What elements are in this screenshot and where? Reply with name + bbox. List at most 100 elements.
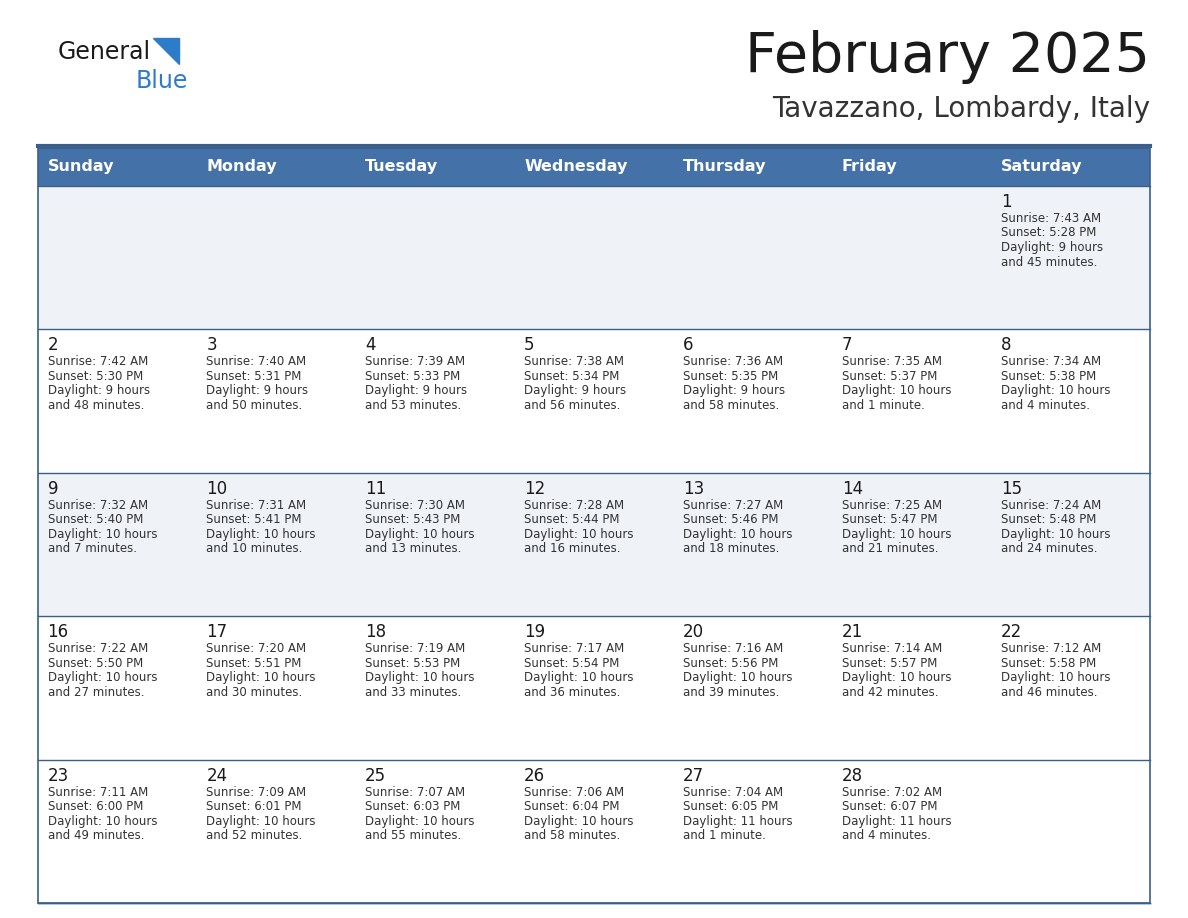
Text: 12: 12 bbox=[524, 480, 545, 498]
Text: Sunrise: 7:02 AM: Sunrise: 7:02 AM bbox=[842, 786, 942, 799]
Text: Sunset: 5:57 PM: Sunset: 5:57 PM bbox=[842, 656, 937, 670]
Text: Sunrise: 7:20 AM: Sunrise: 7:20 AM bbox=[207, 643, 307, 655]
Text: 23: 23 bbox=[48, 767, 69, 785]
Text: and 56 minutes.: and 56 minutes. bbox=[524, 399, 620, 412]
Text: Daylight: 10 hours: Daylight: 10 hours bbox=[524, 671, 633, 684]
Text: Sunrise: 7:19 AM: Sunrise: 7:19 AM bbox=[365, 643, 466, 655]
Text: and 48 minutes.: and 48 minutes. bbox=[48, 399, 144, 412]
Text: Daylight: 10 hours: Daylight: 10 hours bbox=[842, 671, 952, 684]
Text: 16: 16 bbox=[48, 623, 69, 641]
Text: Sunrise: 7:40 AM: Sunrise: 7:40 AM bbox=[207, 355, 307, 368]
Text: 8: 8 bbox=[1000, 336, 1011, 354]
Text: Sunrise: 7:16 AM: Sunrise: 7:16 AM bbox=[683, 643, 783, 655]
Text: Sunrise: 7:32 AM: Sunrise: 7:32 AM bbox=[48, 498, 147, 512]
Text: Blue: Blue bbox=[135, 69, 189, 93]
Text: and 24 minutes.: and 24 minutes. bbox=[1000, 543, 1098, 555]
Text: Daylight: 10 hours: Daylight: 10 hours bbox=[524, 528, 633, 541]
Bar bbox=[38, 186, 1150, 330]
Bar bbox=[38, 616, 1150, 759]
Text: Sunset: 5:46 PM: Sunset: 5:46 PM bbox=[683, 513, 778, 526]
Text: Sunset: 5:31 PM: Sunset: 5:31 PM bbox=[207, 370, 302, 383]
Text: and 58 minutes.: and 58 minutes. bbox=[683, 399, 779, 412]
Bar bbox=[833, 148, 991, 186]
Text: Sunset: 5:38 PM: Sunset: 5:38 PM bbox=[1000, 370, 1095, 383]
Text: and 13 minutes.: and 13 minutes. bbox=[365, 543, 462, 555]
Text: 4: 4 bbox=[365, 336, 375, 354]
Text: Daylight: 10 hours: Daylight: 10 hours bbox=[48, 671, 157, 684]
Text: and 55 minutes.: and 55 minutes. bbox=[365, 829, 461, 842]
Text: Daylight: 10 hours: Daylight: 10 hours bbox=[842, 385, 952, 397]
Text: Sunrise: 7:28 AM: Sunrise: 7:28 AM bbox=[524, 498, 624, 512]
Text: Sunset: 5:50 PM: Sunset: 5:50 PM bbox=[48, 656, 143, 670]
Text: Daylight: 9 hours: Daylight: 9 hours bbox=[683, 385, 785, 397]
Text: 24: 24 bbox=[207, 767, 228, 785]
Text: 1: 1 bbox=[1000, 193, 1011, 211]
Text: 11: 11 bbox=[365, 480, 386, 498]
Text: February 2025: February 2025 bbox=[745, 30, 1150, 84]
Text: Daylight: 10 hours: Daylight: 10 hours bbox=[48, 528, 157, 541]
Text: Sunrise: 7:42 AM: Sunrise: 7:42 AM bbox=[48, 355, 147, 368]
Text: Sunrise: 7:35 AM: Sunrise: 7:35 AM bbox=[842, 355, 942, 368]
Text: Tuesday: Tuesday bbox=[365, 160, 438, 174]
Text: and 39 minutes.: and 39 minutes. bbox=[683, 686, 779, 699]
Text: Sunrise: 7:12 AM: Sunrise: 7:12 AM bbox=[1000, 643, 1101, 655]
Text: Daylight: 11 hours: Daylight: 11 hours bbox=[683, 814, 792, 828]
Text: Sunset: 6:00 PM: Sunset: 6:00 PM bbox=[48, 800, 143, 813]
Text: Sunset: 6:07 PM: Sunset: 6:07 PM bbox=[842, 800, 937, 813]
Text: 20: 20 bbox=[683, 623, 704, 641]
Text: Sunrise: 7:31 AM: Sunrise: 7:31 AM bbox=[207, 498, 307, 512]
Text: Daylight: 10 hours: Daylight: 10 hours bbox=[207, 528, 316, 541]
Text: Sunrise: 7:30 AM: Sunrise: 7:30 AM bbox=[365, 498, 466, 512]
Text: Sunrise: 7:27 AM: Sunrise: 7:27 AM bbox=[683, 498, 783, 512]
Text: Sunset: 5:28 PM: Sunset: 5:28 PM bbox=[1000, 227, 1097, 240]
Text: Daylight: 10 hours: Daylight: 10 hours bbox=[683, 671, 792, 684]
Text: and 30 minutes.: and 30 minutes. bbox=[207, 686, 303, 699]
Text: Sunset: 6:01 PM: Sunset: 6:01 PM bbox=[207, 800, 302, 813]
Text: Sunset: 5:43 PM: Sunset: 5:43 PM bbox=[365, 513, 461, 526]
Text: 14: 14 bbox=[842, 480, 862, 498]
Text: and 21 minutes.: and 21 minutes. bbox=[842, 543, 939, 555]
Text: Sunrise: 7:17 AM: Sunrise: 7:17 AM bbox=[524, 643, 625, 655]
Text: and 18 minutes.: and 18 minutes. bbox=[683, 543, 779, 555]
Text: 13: 13 bbox=[683, 480, 704, 498]
Text: Daylight: 10 hours: Daylight: 10 hours bbox=[1000, 671, 1110, 684]
Text: Sunrise: 7:36 AM: Sunrise: 7:36 AM bbox=[683, 355, 783, 368]
Text: and 46 minutes.: and 46 minutes. bbox=[1000, 686, 1098, 699]
Text: Daylight: 10 hours: Daylight: 10 hours bbox=[1000, 385, 1110, 397]
Text: Daylight: 10 hours: Daylight: 10 hours bbox=[365, 528, 475, 541]
Text: General: General bbox=[58, 40, 151, 64]
Text: and 7 minutes.: and 7 minutes. bbox=[48, 543, 137, 555]
Text: Sunset: 5:53 PM: Sunset: 5:53 PM bbox=[365, 656, 461, 670]
Text: 27: 27 bbox=[683, 767, 704, 785]
Text: 2: 2 bbox=[48, 336, 58, 354]
Bar bbox=[991, 148, 1150, 186]
Text: Sunset: 5:30 PM: Sunset: 5:30 PM bbox=[48, 370, 143, 383]
Text: Daylight: 10 hours: Daylight: 10 hours bbox=[207, 671, 316, 684]
Text: Sunset: 5:47 PM: Sunset: 5:47 PM bbox=[842, 513, 937, 526]
Text: and 10 minutes.: and 10 minutes. bbox=[207, 543, 303, 555]
Text: Sunday: Sunday bbox=[48, 160, 114, 174]
Text: Daylight: 10 hours: Daylight: 10 hours bbox=[524, 814, 633, 828]
Text: Sunrise: 7:11 AM: Sunrise: 7:11 AM bbox=[48, 786, 147, 799]
Bar bbox=[355, 148, 514, 186]
Text: 5: 5 bbox=[524, 336, 535, 354]
Text: Daylight: 10 hours: Daylight: 10 hours bbox=[365, 814, 475, 828]
Text: 26: 26 bbox=[524, 767, 545, 785]
Text: and 58 minutes.: and 58 minutes. bbox=[524, 829, 620, 842]
Bar bbox=[197, 148, 355, 186]
Bar bbox=[514, 148, 674, 186]
Text: Sunrise: 7:24 AM: Sunrise: 7:24 AM bbox=[1000, 498, 1101, 512]
Text: and 50 minutes.: and 50 minutes. bbox=[207, 399, 303, 412]
Text: Sunset: 5:41 PM: Sunset: 5:41 PM bbox=[207, 513, 302, 526]
Text: Sunset: 5:37 PM: Sunset: 5:37 PM bbox=[842, 370, 937, 383]
Text: and 52 minutes.: and 52 minutes. bbox=[207, 829, 303, 842]
Polygon shape bbox=[153, 38, 179, 64]
Text: Daylight: 10 hours: Daylight: 10 hours bbox=[842, 528, 952, 541]
Text: and 33 minutes.: and 33 minutes. bbox=[365, 686, 461, 699]
Text: Sunrise: 7:09 AM: Sunrise: 7:09 AM bbox=[207, 786, 307, 799]
Text: Daylight: 9 hours: Daylight: 9 hours bbox=[365, 385, 467, 397]
Text: Sunset: 6:04 PM: Sunset: 6:04 PM bbox=[524, 800, 620, 813]
Text: and 16 minutes.: and 16 minutes. bbox=[524, 543, 620, 555]
Text: 10: 10 bbox=[207, 480, 228, 498]
Text: Daylight: 10 hours: Daylight: 10 hours bbox=[683, 528, 792, 541]
